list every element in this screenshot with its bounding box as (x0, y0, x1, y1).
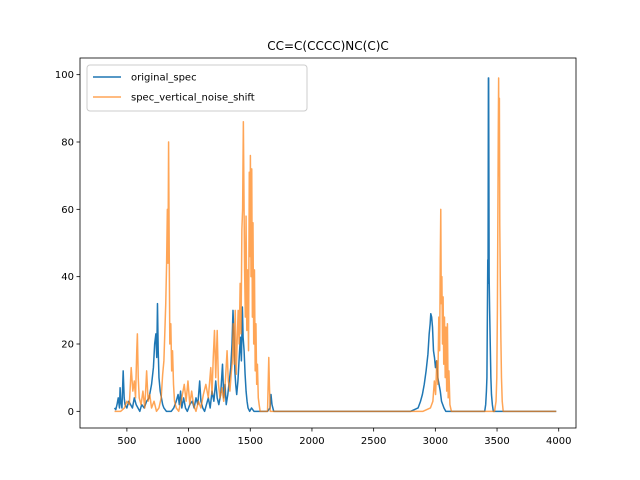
legend-label-1: spec_vertical_noise_shift (131, 93, 255, 104)
x-axis: 500 1000 1500 2000 2500 3000 3500 4000 (117, 428, 571, 447)
legend-box (86, 64, 308, 112)
x-tick-label: 1500 (238, 436, 263, 447)
x-tick-label: 1000 (176, 436, 201, 447)
x-tick-label: 3500 (484, 436, 509, 447)
x-tick-label: 2500 (361, 436, 386, 447)
axes-frame (79, 57, 577, 429)
y-axis: 0 20 40 60 80 100 (55, 70, 80, 418)
x-tick-label: 4000 (546, 436, 571, 447)
x-tick-label: 500 (117, 436, 136, 447)
y-tick-label: 20 (61, 340, 74, 351)
plot-lines (113, 77, 557, 413)
x-tick-label: 3000 (423, 436, 448, 447)
chart-title: CC=C(CCCC)NC(C)C (267, 39, 389, 53)
y-tick-label: 60 (61, 205, 74, 216)
x-tick-label: 2000 (299, 436, 324, 447)
series-line-1 (114, 77, 557, 413)
legend-label-0: original_spec (131, 73, 197, 84)
y-tick-label: 40 (61, 272, 74, 283)
legend: original_spec spec_vertical_noise_shift (86, 64, 308, 112)
y-tick-label: 80 (61, 137, 74, 148)
y-tick-label: 0 (68, 407, 74, 418)
y-tick-label: 100 (55, 70, 74, 81)
